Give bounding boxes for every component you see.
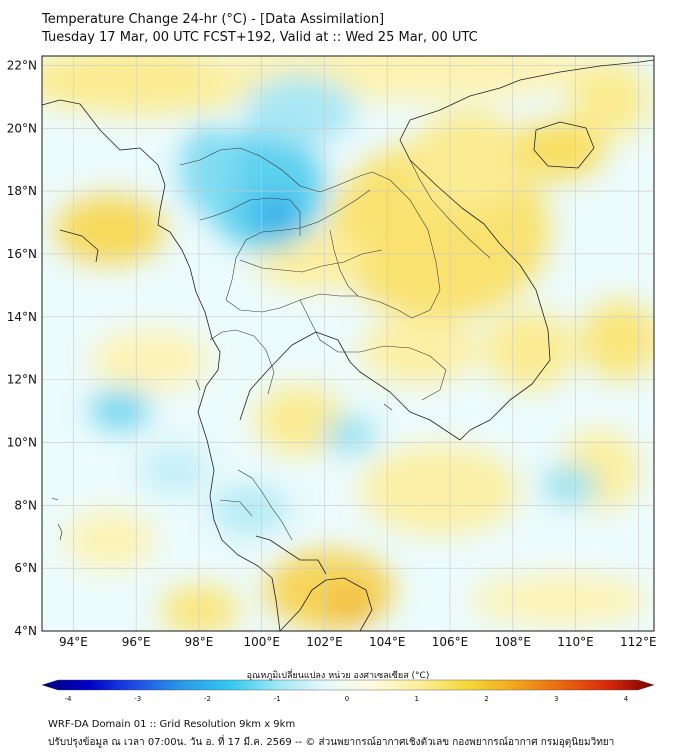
colorbar-tick-label: -1 xyxy=(274,695,281,703)
lat-label: 16°N xyxy=(7,247,37,261)
lat-label: 14°N xyxy=(7,310,37,324)
lat-label: 20°N xyxy=(7,121,37,135)
latitude-labels: 22°N 20°N 18°N 16°N 14°N 12°N 10°N 8°N 6°N 4°N xyxy=(7,58,37,638)
colorbar-tick-label: 2 xyxy=(484,695,488,703)
islands xyxy=(51,379,393,541)
map-field xyxy=(42,56,654,631)
colorbar-tick-label: -3 xyxy=(134,695,141,703)
map-gridlines xyxy=(42,56,654,631)
lon-label: 108°E xyxy=(495,635,532,649)
colorbar xyxy=(41,679,655,691)
footer-line2: ปรับปรุงข้อมูล ณ เวลา 07:00น. วัน อ. ที่… xyxy=(48,737,615,748)
colorbar-tick-label: -4 xyxy=(65,695,73,703)
colorbar-tick-label: 1 xyxy=(415,695,419,703)
lat-label: 22°N xyxy=(7,58,37,72)
colorbar-tick-label: 3 xyxy=(554,695,558,703)
lat-label: 10°N xyxy=(7,435,37,449)
map-frame xyxy=(41,55,655,632)
lon-label: 104°E xyxy=(369,635,406,649)
coastlines xyxy=(42,59,654,631)
lat-label: 6°N xyxy=(14,561,37,575)
footer-line1: WRF-DA Domain 01 :: Grid Resolution 9km … xyxy=(48,719,296,730)
colorbar-ticks: -4 -3 -2 -1 0 1 2 3 4 xyxy=(65,695,629,703)
chart-title-line2: Tuesday 17 Mar, 00 UTC FCST+192, Valid a… xyxy=(42,30,478,45)
lon-label: 102°E xyxy=(306,635,343,649)
colorbar-tick-label: -2 xyxy=(204,695,211,703)
lat-label: 4°N xyxy=(14,624,37,638)
colorbar-ramp xyxy=(41,679,655,691)
lon-label: 98°E xyxy=(184,635,213,649)
lon-label: 96°E xyxy=(122,635,151,649)
lat-label: 18°N xyxy=(7,184,37,198)
lat-label: 8°N xyxy=(14,498,37,512)
colorbar-tick-label: 0 xyxy=(345,695,349,703)
colorbar-tick-label: 4 xyxy=(624,695,629,703)
admin-borders xyxy=(179,147,491,541)
colorbar-label: อุณหภูมิเปลี่ยนแปลง หน่วย องศาเซลเซียส (… xyxy=(246,671,430,681)
lon-label: 106°E xyxy=(432,635,469,649)
longitude-labels: 94°E 96°E 98°E 100°E 102°E 104°E 106°E 108°E 110… xyxy=(59,635,657,649)
lon-label: 94°E xyxy=(59,635,88,649)
lon-label: 112°E xyxy=(620,635,657,649)
lon-label: 100°E xyxy=(243,635,280,649)
lat-label: 12°N xyxy=(7,373,37,387)
chart-title-line1: Temperature Change 24-hr (°C) - [Data As… xyxy=(42,12,385,27)
lon-label: 110°E xyxy=(557,635,594,649)
